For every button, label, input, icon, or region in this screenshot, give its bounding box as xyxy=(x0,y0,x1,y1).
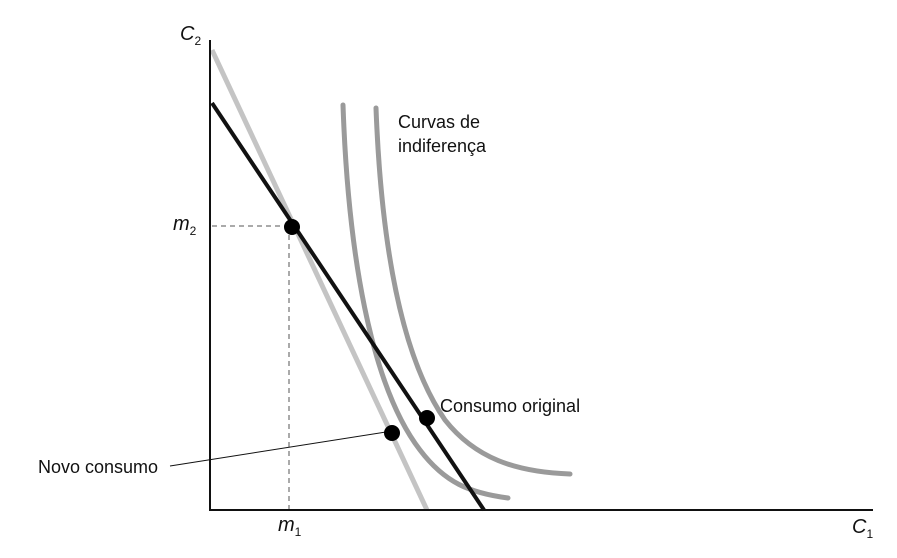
y-axis-label-text: C xyxy=(180,23,195,45)
indifference-label-line1: Curvas de xyxy=(398,112,481,132)
indifference-curves-label: Curvas de indiferença xyxy=(398,110,486,158)
x-axis-label-subscript: 1 xyxy=(866,527,874,541)
m1-tick-text: m xyxy=(278,514,295,536)
original-consumption-point xyxy=(419,410,435,426)
m2-tick-label: m2 xyxy=(173,213,196,237)
endowment-point xyxy=(284,219,300,235)
new-consumption-point xyxy=(384,425,400,441)
y-axis-label: C2 xyxy=(180,23,201,47)
new-consumption-label: Novo consumo xyxy=(38,457,159,477)
indifference-curve-upper xyxy=(373,105,573,477)
y-axis-label-subscript: 2 xyxy=(194,34,202,48)
original-consumption-label: Consumo original xyxy=(440,396,581,416)
new-consumption-pointer xyxy=(169,431,387,467)
original-budget-line xyxy=(210,101,486,512)
x-axis-label-text: C xyxy=(852,516,867,538)
indifference-label-line2: indiferença xyxy=(398,136,487,156)
m1-tick-subscript: 1 xyxy=(294,525,302,539)
m1-tick-label: m1 xyxy=(278,514,301,538)
indifference-curve-lower xyxy=(340,102,511,501)
x-axis-label: C1 xyxy=(852,516,873,540)
m2-tick-subscript: 2 xyxy=(189,224,197,238)
m2-tick-text: m xyxy=(173,213,190,235)
